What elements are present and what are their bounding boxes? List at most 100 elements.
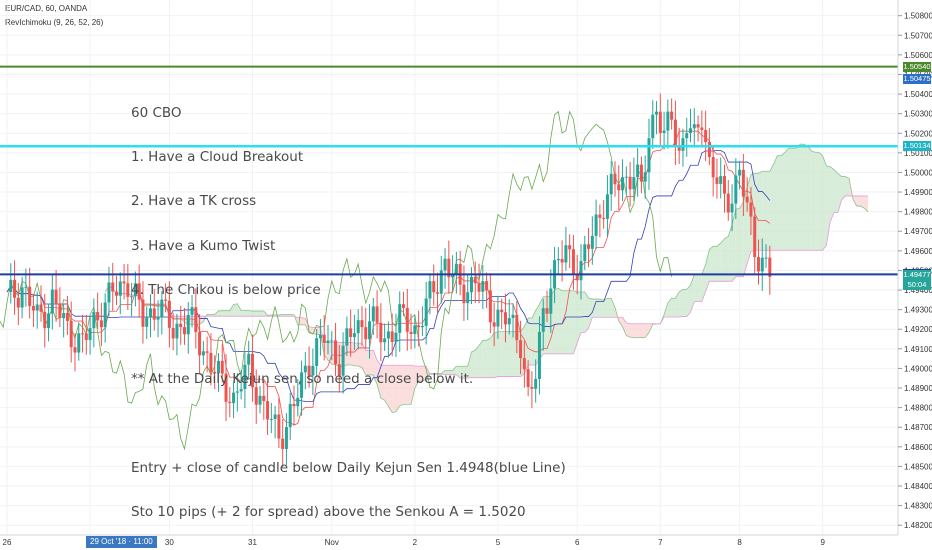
candle-body xyxy=(704,130,708,143)
kumo-cloud-segment xyxy=(728,224,733,282)
kumo-cloud-segment xyxy=(796,144,801,251)
kumo-cloud-segment xyxy=(445,370,449,375)
kumo-cloud-segment xyxy=(698,274,702,302)
candle-body xyxy=(549,288,553,314)
kumo-cloud-segment xyxy=(588,297,593,329)
y-tick-label: 1.49000 xyxy=(904,364,932,373)
candle-body xyxy=(685,133,689,139)
kumo-cloud-segment xyxy=(380,365,385,401)
candle-body xyxy=(443,258,447,271)
candle-body xyxy=(54,289,58,304)
candle-body xyxy=(643,172,647,182)
candle-body xyxy=(530,386,534,389)
kumo-cloud-segment xyxy=(305,318,310,334)
crosshair-time-label: 29 Oct '18 · 11:00 xyxy=(86,536,157,548)
candle-body xyxy=(330,340,334,342)
candle-body xyxy=(519,340,523,359)
kumo-cloud-segment xyxy=(365,350,370,375)
candle-body xyxy=(284,427,288,449)
candle-body xyxy=(224,373,228,402)
kumo-cloud-segment xyxy=(395,365,400,412)
candle-body xyxy=(605,194,609,219)
y-tick-label: 1.49600 xyxy=(904,247,932,256)
y-tick-label: 1.48500 xyxy=(904,462,932,471)
kumo-cloud-segment xyxy=(505,331,510,377)
candle-body xyxy=(288,403,292,428)
candle-body xyxy=(673,119,677,146)
candle-body xyxy=(198,332,202,356)
candle-body xyxy=(583,244,587,261)
kumo-cloud-segment xyxy=(690,274,695,313)
candle-body xyxy=(602,217,606,219)
candle-body xyxy=(92,311,96,329)
kumo-cloud-segment xyxy=(611,298,615,318)
kumo-cloud-segment xyxy=(252,311,257,317)
candle-body xyxy=(296,397,300,407)
candle-body xyxy=(417,325,421,328)
y-tick-label: 1.48900 xyxy=(904,384,932,393)
kumo-cloud-segment xyxy=(173,316,177,319)
candle-body xyxy=(205,351,209,353)
kumo-cloud-segment xyxy=(747,174,751,264)
candle-body xyxy=(31,306,35,311)
x-tick-label: 31 xyxy=(248,538,257,547)
y-tick-label: 1.49200 xyxy=(904,325,932,334)
indicator-label[interactable]: RevIchimoku (9, 26, 52, 26) xyxy=(5,18,104,27)
kumo-cloud-segment xyxy=(384,365,389,407)
kumo-cloud-segment xyxy=(210,314,215,317)
kumo-cloud-segment xyxy=(237,303,242,317)
candle-body xyxy=(262,395,266,402)
x-tick-label: 5 xyxy=(496,538,501,547)
note-line xyxy=(131,416,566,431)
candle-body xyxy=(152,308,156,320)
y-tick-label: 1.50100 xyxy=(904,149,932,158)
candle-body xyxy=(186,314,190,335)
candle-body xyxy=(209,352,213,372)
kumo-cloud-segment xyxy=(475,345,480,378)
kumo-cloud-segment xyxy=(724,236,729,282)
candle-body xyxy=(515,314,519,341)
y-tick-label: 1.48400 xyxy=(904,482,932,491)
kumo-cloud-segment xyxy=(422,366,427,382)
candle-body xyxy=(677,145,681,151)
candle-body xyxy=(500,309,504,313)
candle-body xyxy=(35,304,39,311)
kumo-cloud-segment xyxy=(577,291,581,343)
kumo-cloud-segment xyxy=(792,148,797,251)
candle-body xyxy=(69,320,73,348)
kumo-cloud-segment xyxy=(176,316,181,319)
note-line: 4. The Chikou is below price xyxy=(131,282,321,299)
candle-body xyxy=(692,124,696,129)
candle-body xyxy=(405,307,409,332)
candle-body xyxy=(662,130,666,133)
kumo-cloud-segment xyxy=(573,290,578,354)
kumo-cloud-segment xyxy=(732,209,736,282)
kumo-cloud-segment xyxy=(671,298,676,318)
kumo-cloud-segment xyxy=(705,249,710,292)
candle-body xyxy=(503,312,507,325)
y-tick-label: 1.48700 xyxy=(904,423,932,432)
kumo-cloud-segment xyxy=(467,351,472,379)
kumo-cloud-segment xyxy=(361,343,366,375)
kumo-cloud-segment xyxy=(513,331,517,377)
kumo-cloud-segment xyxy=(452,366,457,375)
kumo-cloud-segment xyxy=(407,365,412,405)
chikou-line xyxy=(0,110,673,451)
note-line: Sto 10 pips (+ 2 for spread) above the S… xyxy=(131,504,526,521)
kumo-cloud-segment xyxy=(834,169,838,213)
candle-body xyxy=(383,338,387,343)
candle-body xyxy=(47,313,51,329)
candle-body xyxy=(564,245,568,263)
kumo-cloud-segment xyxy=(260,311,264,317)
kumo-cloud-segment xyxy=(497,331,502,377)
kumo-cloud-segment xyxy=(679,289,683,318)
candle-body xyxy=(194,307,198,333)
candle-body xyxy=(39,304,43,312)
x-tick-label: 7 xyxy=(658,538,663,547)
candle-body xyxy=(349,328,353,338)
candle-body xyxy=(466,292,470,304)
candle-body xyxy=(341,345,345,376)
candle-body xyxy=(130,296,134,298)
